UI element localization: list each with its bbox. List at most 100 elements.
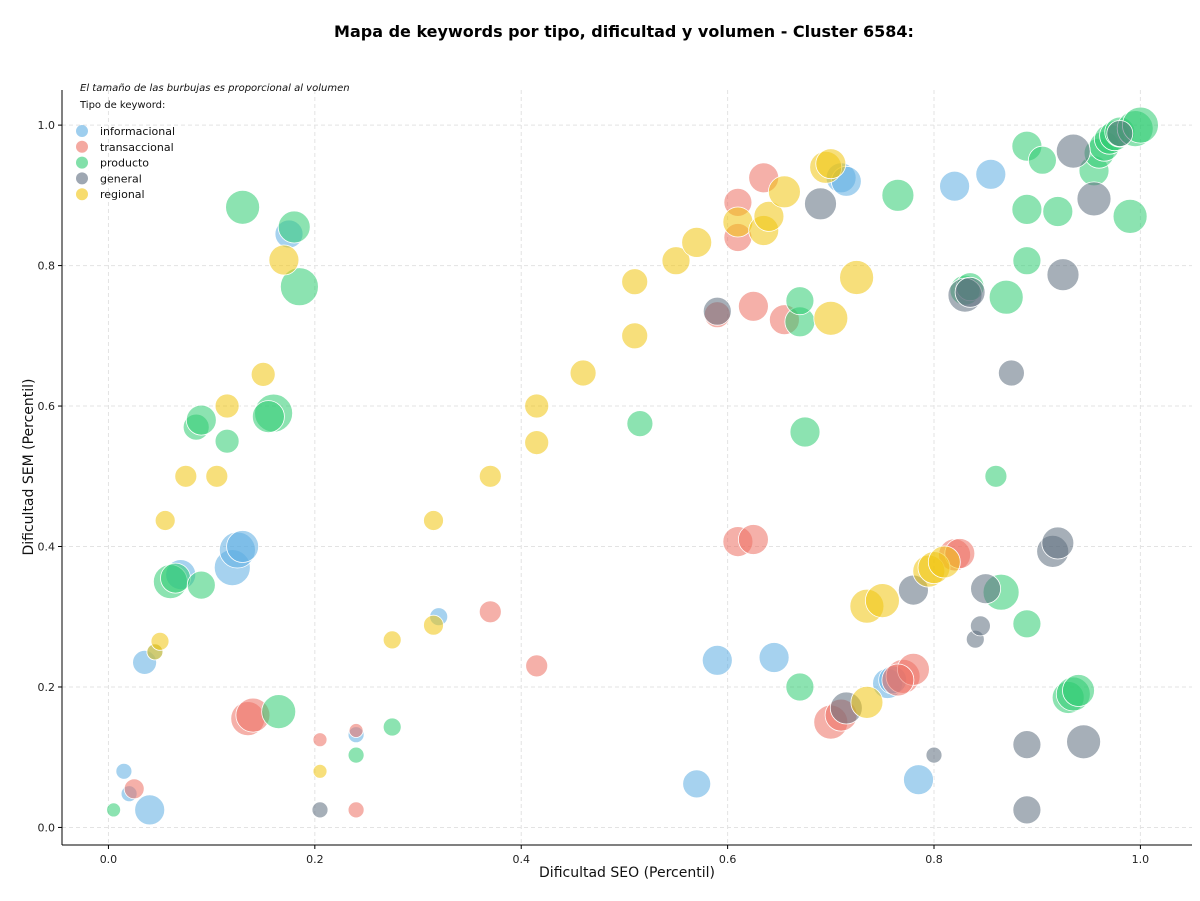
bubble-informacional [975,158,1007,190]
size-note: El tamaño de las burbujas es proporciona… [80,83,350,94]
bubble-transaccional [738,524,769,555]
bubble-producto [1112,198,1148,234]
legend-label-producto: producto [100,157,149,170]
legend-marker-informacional [76,125,88,137]
bubble-transaccional [348,723,364,738]
bubble-producto [251,400,285,434]
bubble-regional [524,430,550,456]
bubble-producto [785,672,815,702]
x-axis-title: Dificultad SEO (Percentil) [539,865,715,881]
bubble-regional [839,260,874,295]
bubble-producto [225,189,261,225]
bubble-general [925,746,943,764]
bubble-producto [626,410,654,438]
bubble-regional [478,464,502,488]
legend-marker-general [76,172,88,185]
bubble-regional [768,175,801,209]
bubble-informacional [226,530,260,563]
bubble-regional [661,246,691,276]
x-tick-label: 0.6 [719,853,737,866]
bubble-general [1012,730,1042,759]
bubble-producto [1042,196,1074,227]
bubble-informacional [758,642,790,673]
bubble-general [1106,120,1134,147]
bubble-producto [277,210,311,244]
bubble-general [970,615,991,637]
bubble-general [970,573,1001,605]
bubble-producto [1012,609,1042,639]
bubble-transaccional [312,732,328,748]
bubble-producto [279,267,319,307]
bubble-producto [160,562,191,594]
x-tick-label: 1.0 [1132,853,1150,866]
bubble-producto [1062,674,1095,707]
bubble-informacional [682,769,712,799]
legend-marker-regional [76,188,88,201]
legend-marker-producto [76,156,88,169]
bubble-producto [1028,145,1057,175]
bubble-general [1055,133,1091,169]
bubble-general [702,296,732,326]
bubble-transaccional [881,663,915,697]
bubble-regional [722,206,754,238]
y-tick-label: 1.0 [38,119,56,132]
bubble-producto [214,428,240,454]
bubble-informacional [134,794,166,826]
bubble-informacional [701,644,733,676]
bubble-producto [1012,246,1042,276]
bubble-producto [984,464,1008,488]
y-tick-label: 0.4 [38,541,56,554]
bubble-informacional [939,170,970,202]
chart-title: Mapa de keywords por tipo, dificultad y … [334,22,914,41]
x-tick-label: 0.4 [512,853,530,866]
bubble-producto [186,570,216,600]
y-tick-label: 0.2 [38,681,56,694]
bubble-producto [382,717,402,737]
bubble-general [311,801,329,819]
bubble-producto [347,746,365,764]
bubble-regional [214,393,240,419]
y-tick-label: 0.8 [38,260,56,273]
bubble-regional [815,148,847,180]
legend-marker-transaccional [76,140,88,153]
legend-label-general: general [100,172,142,185]
x-tick-label: 0.0 [100,853,118,866]
bubble-regional [154,510,176,531]
bubble-general [998,359,1025,387]
legend-title: Tipo de keyword: [79,100,165,111]
bubble-regional [205,464,229,488]
bubble-layer [106,106,1159,826]
legend-label-transaccional: transaccional [100,141,174,154]
bubble-regional [423,510,444,531]
bubble-general [1076,181,1112,217]
y-tick-label: 0.0 [38,821,56,834]
bubble-transaccional [347,801,365,819]
bubble-regional [150,631,170,651]
bubble-regional [621,268,649,296]
bubble-producto [106,802,121,818]
bubble-regional [312,763,328,779]
y-tick-label: 0.6 [38,400,56,413]
bubble-regional [423,614,444,636]
bubble-general [1046,258,1080,292]
bubble-regional [524,393,550,419]
bubble-general [1012,795,1042,825]
bubble-regional [174,464,198,488]
legend-label-informacional: informacional [100,125,175,138]
x-tick-label: 0.2 [306,853,324,866]
legend: informacional transaccional producto genera… [76,125,175,201]
bubble-regional [927,545,961,579]
bubble-regional [382,630,402,650]
bubble-regional [813,300,849,336]
legend-label-regional: regional [100,188,145,201]
bubble-producto [261,694,297,729]
x-ticks: 0.0 0.2 0.4 0.6 0.8 1.0 [100,845,1149,866]
bubble-producto [988,279,1024,315]
y-axis-title: Dificultad SEM (Percentil) [21,379,37,556]
bubble-general [1066,724,1101,760]
grid-lines [62,90,1192,845]
bubble-transaccional [525,654,549,678]
bubble-regional [569,359,597,387]
bubble-regional [250,361,276,387]
